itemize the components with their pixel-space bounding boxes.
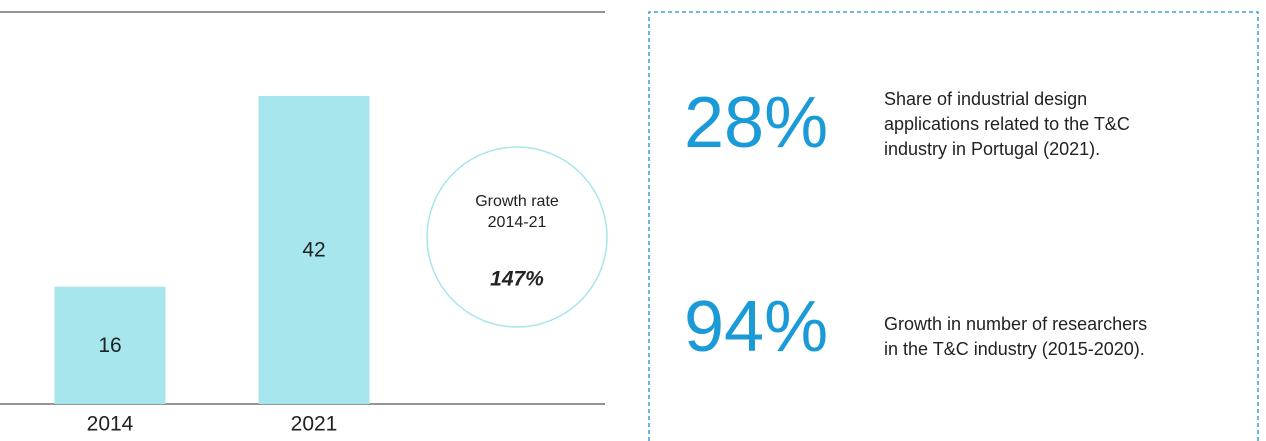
growth-label: 2014-21 bbox=[488, 214, 547, 231]
stat-value: 28% bbox=[684, 83, 828, 163]
stats-panel bbox=[648, 11, 1259, 441]
stat-description: industry in Portugal (2021). bbox=[884, 139, 1100, 159]
bar bbox=[258, 96, 370, 404]
bar-value-label: 16 bbox=[98, 334, 121, 357]
stats: 28% Share of industrial design application… bbox=[684, 83, 1147, 367]
stat-description: applications related to the T&C bbox=[884, 114, 1130, 134]
bar-value-label: 42 bbox=[302, 239, 325, 262]
chart: 16 2014 42 2021 Growth rate 2014-21 147% bbox=[54, 96, 559, 436]
stat-description: Growth in number of researchers bbox=[884, 314, 1147, 334]
stat-value: 94% bbox=[684, 287, 828, 367]
growth-label: Growth rate bbox=[475, 193, 559, 210]
stat-description: Share of industrial design bbox=[884, 89, 1087, 109]
growth-circle bbox=[426, 146, 608, 328]
growth-value: 147% bbox=[490, 268, 544, 291]
stat-description: in the T&C industry (2015-2020). bbox=[884, 339, 1145, 359]
category-label: 2021 bbox=[291, 413, 338, 436]
category-label: 2014 bbox=[87, 413, 134, 436]
bar bbox=[54, 286, 166, 404]
